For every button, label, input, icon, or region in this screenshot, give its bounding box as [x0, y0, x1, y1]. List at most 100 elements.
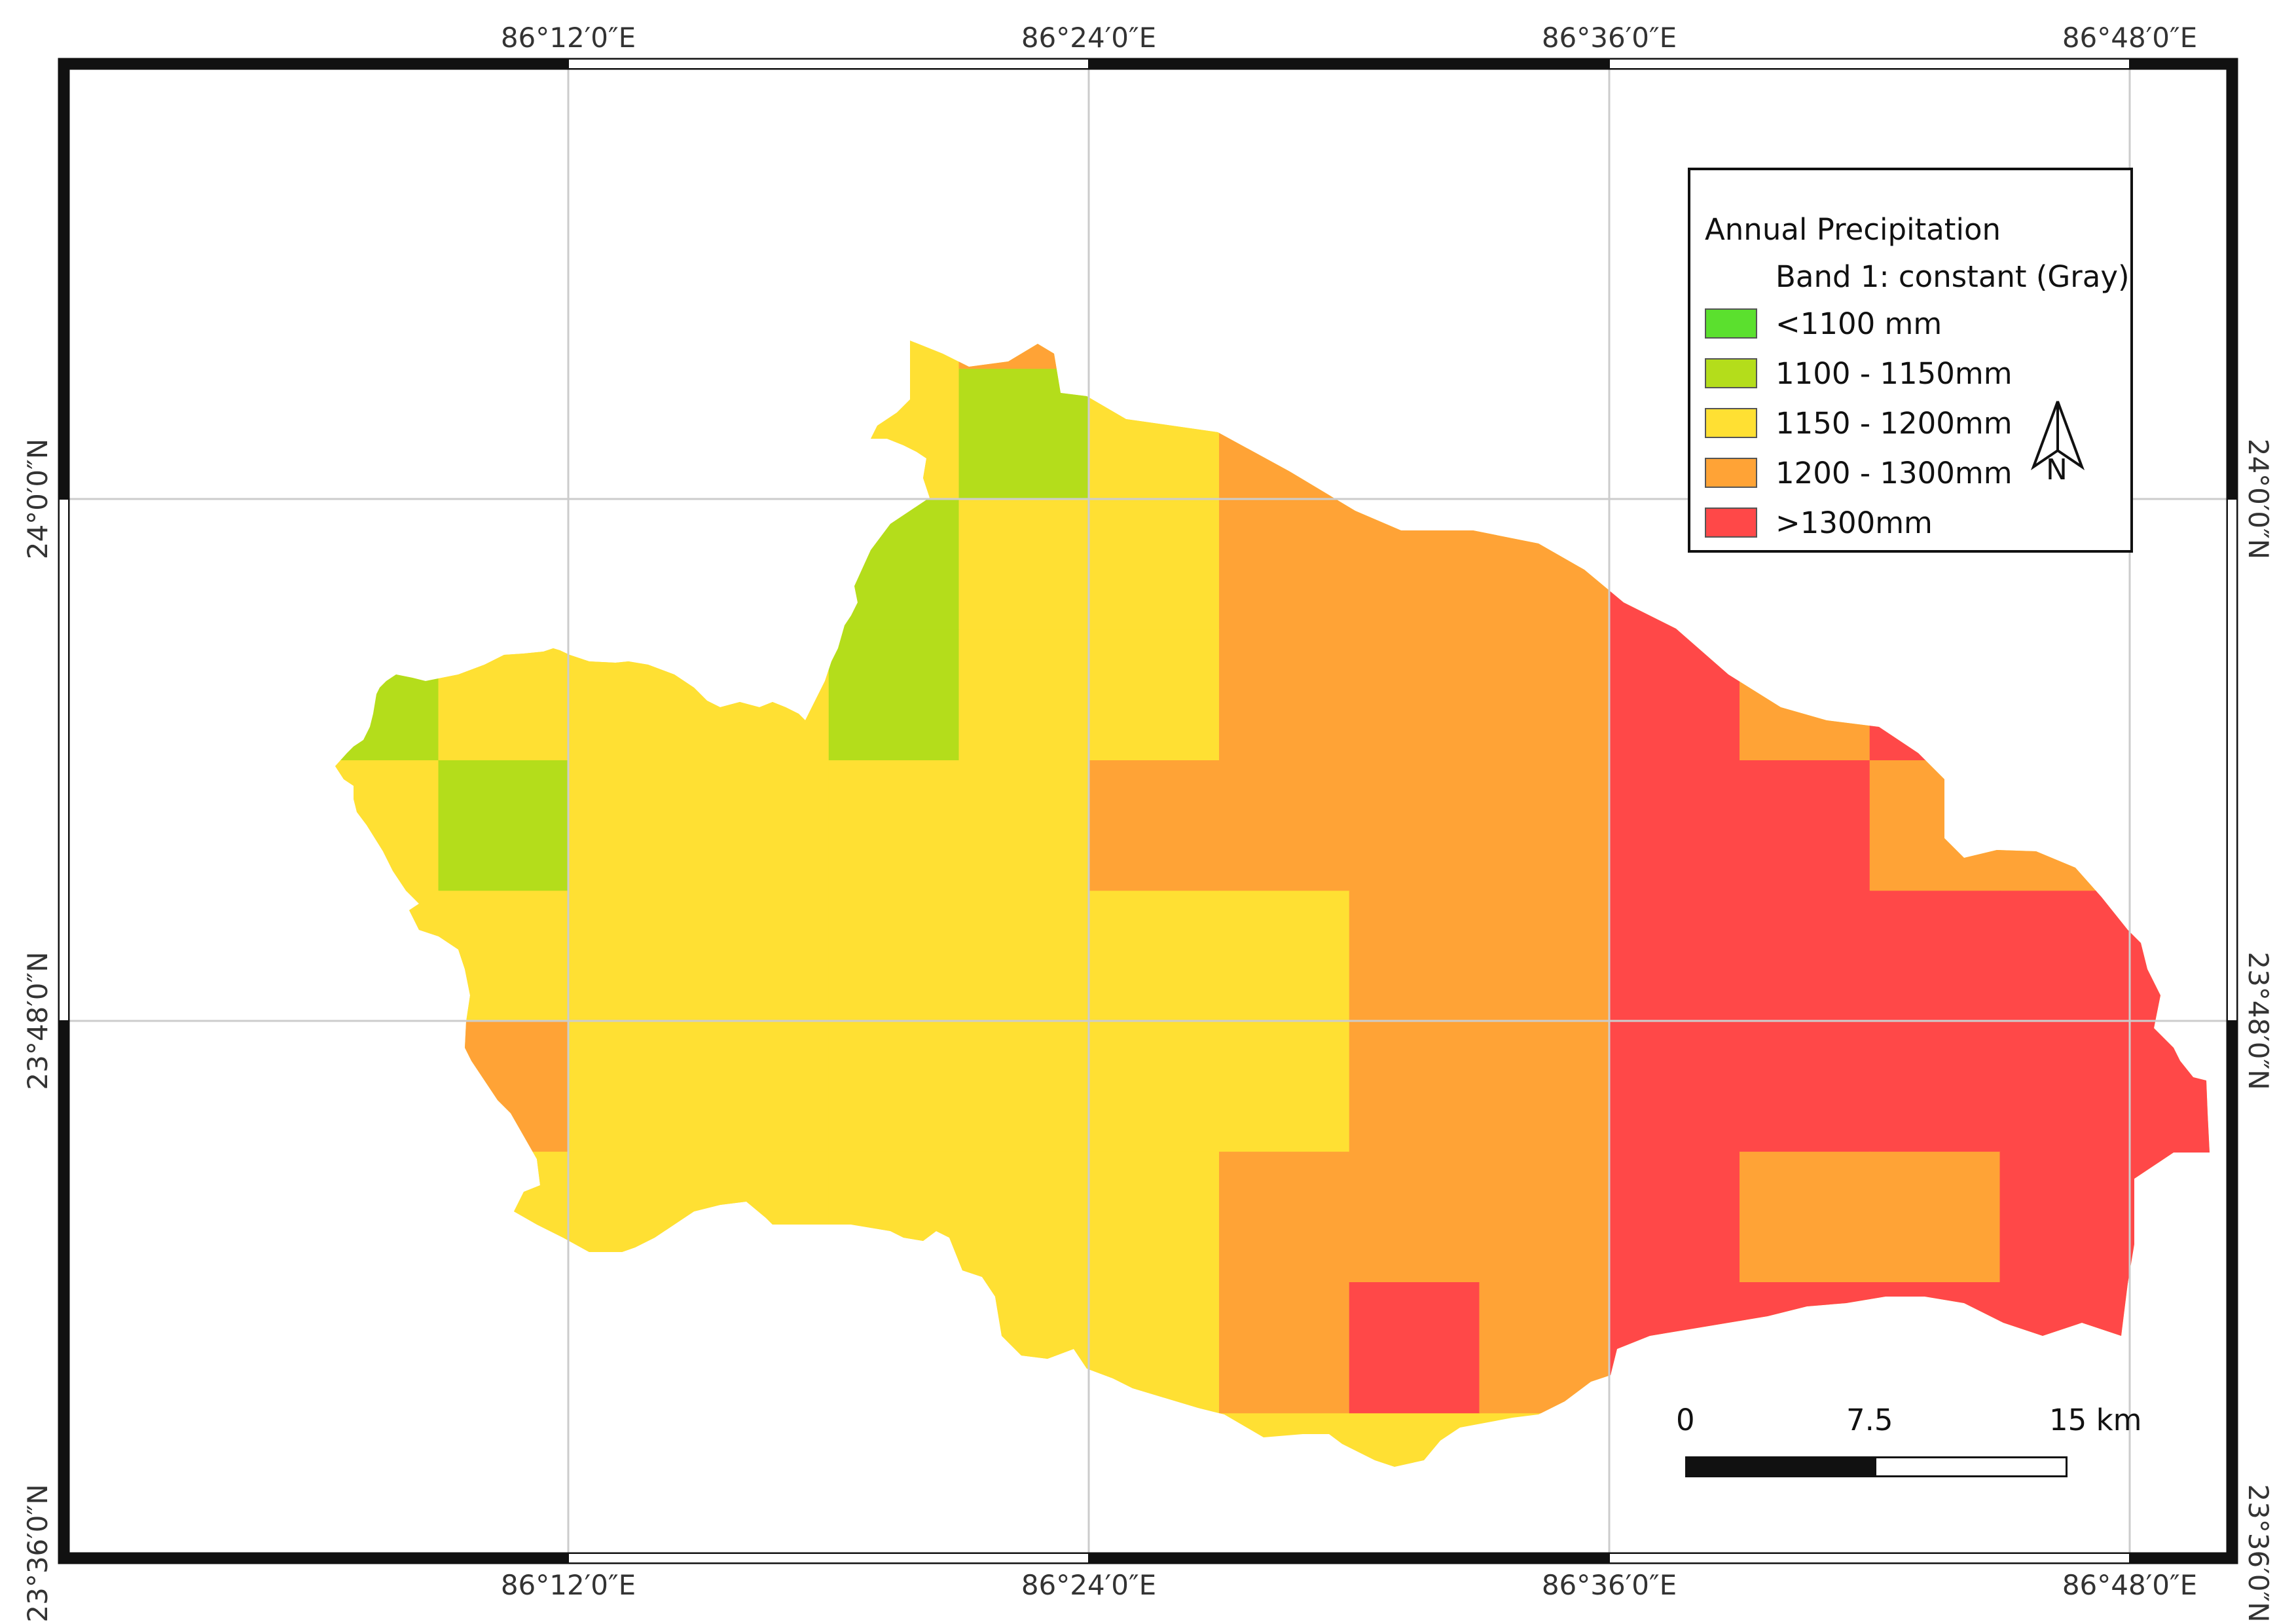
precipitation-cell — [1219, 341, 1350, 370]
frame-segment — [58, 1020, 69, 1554]
precipitation-cell — [699, 1151, 829, 1283]
precipitation-cell — [1089, 499, 1220, 631]
precipitation-cell — [1869, 629, 2001, 761]
legend-swatch — [1705, 507, 1757, 538]
longitude-label-bottom: 86°36′0″E — [1542, 1569, 1677, 1601]
precipitation-cell — [2130, 629, 2210, 761]
precipitation-cell — [568, 1282, 699, 1414]
precipitation-cell — [335, 629, 439, 761]
precipitation-cell — [2130, 760, 2210, 892]
precipitation-cell — [1349, 341, 1480, 370]
legend-label: <1100 mm — [1776, 306, 1942, 341]
precipitation-cell — [438, 891, 570, 1022]
precipitation-cell — [2130, 499, 2210, 631]
frame-segment — [2227, 58, 2238, 69]
frame-segment — [68, 58, 569, 69]
legend-subtitle: Band 1: constant (Gray) — [1776, 259, 2130, 294]
precipitation-cell — [438, 760, 570, 892]
precipitation-cell — [958, 1151, 1090, 1283]
legend-swatch — [1705, 458, 1757, 488]
precipitation-cell — [1219, 499, 1350, 631]
precipitation-cell — [1089, 1021, 1220, 1153]
north-letter: N — [2046, 453, 2068, 487]
longitude-label-bottom: 86°24′0″E — [1021, 1569, 1156, 1601]
precipitation-cell — [828, 369, 960, 500]
precipitation-cell — [699, 629, 829, 761]
scale-label-mid: 7.5 — [1846, 1403, 1893, 1437]
frame-segment — [1609, 1553, 2130, 1564]
precipitation-cell — [1479, 1151, 1611, 1283]
precipitation-cell — [1349, 1021, 1480, 1153]
legend-label: 1100 - 1150mm — [1776, 356, 2013, 391]
precipitation-cell — [1999, 1282, 2131, 1414]
precipitation-cell — [2130, 1282, 2210, 1414]
precipitation-cell — [335, 1151, 439, 1283]
latitude-label-right: 23°48′0″N — [2242, 951, 2274, 1090]
precipitation-cell — [1219, 1282, 1350, 1414]
legend-item: >1300mm — [1705, 504, 1933, 541]
precipitation-cell — [1089, 1151, 1220, 1283]
legend-item: 1200 - 1300mm — [1705, 454, 2013, 491]
legend-swatch — [1705, 308, 1757, 339]
scale-bar-black-segment — [1687, 1458, 1876, 1475]
precipitation-cell — [1609, 629, 1740, 761]
precipitation-cell — [1999, 891, 2131, 1022]
precipitation-cell — [1089, 369, 1220, 500]
longitude-label-top: 86°48′0″E — [2062, 22, 2197, 54]
precipitation-cell — [438, 1151, 570, 1283]
precipitation-cell — [1349, 1282, 1480, 1414]
latitude-label-left: 23°36′0″N — [22, 1484, 54, 1622]
precipitation-cell — [699, 891, 829, 1022]
latitude-label-left: 23°48′0″N — [22, 951, 54, 1090]
precipitation-cell — [828, 760, 960, 892]
precipitation-cell — [958, 629, 1090, 761]
precipitation-cell — [1740, 1151, 1870, 1283]
precipitation-cell — [958, 369, 1090, 500]
precipitation-cell — [1479, 499, 1611, 631]
precipitation-cell — [1609, 1151, 1740, 1283]
precipitation-cell — [1219, 369, 1350, 500]
precipitation-cell — [335, 760, 439, 892]
precipitation-cell — [178, 891, 309, 1022]
frame-segment — [58, 58, 69, 69]
north-arrow-icon — [2030, 401, 2085, 471]
longitude-label-top: 86°36′0″E — [1542, 22, 1677, 54]
precipitation-cell — [1479, 1021, 1611, 1153]
legend: Annual Precipitation Band 1: constant (G… — [1688, 168, 2133, 553]
precipitation-cell — [1089, 760, 1220, 892]
longitude-label-bottom: 86°48′0″E — [2062, 1569, 2197, 1601]
precipitation-cell — [2130, 891, 2210, 1022]
precipitation-cell — [438, 1282, 570, 1414]
map-frame — [58, 58, 2238, 1564]
precipitation-cell — [1349, 499, 1480, 631]
precipitation-cell — [1219, 629, 1350, 761]
frame-segment — [2129, 58, 2228, 69]
precipitation-cell — [1479, 629, 1611, 761]
frame-segment — [2227, 1553, 2238, 1564]
precipitation-cell — [1089, 891, 1220, 1022]
scale-label-end: 15 km — [2049, 1403, 2142, 1437]
legend-item: <1100 mm — [1705, 305, 1942, 342]
precipitation-cell — [699, 499, 829, 631]
precipitation-cell — [1479, 341, 1611, 370]
frame-segment — [58, 68, 69, 500]
precipitation-cell — [568, 891, 699, 1022]
precipitation-cell — [568, 1151, 699, 1283]
legend-label: 1200 - 1300mm — [1776, 455, 2013, 490]
frame-segment — [68, 1553, 569, 1564]
precipitation-cell — [335, 1021, 439, 1153]
precipitation-cell — [1349, 760, 1480, 892]
precipitation-cell — [1869, 1151, 2001, 1283]
frame-segment — [1088, 1553, 1610, 1564]
precipitation-cell — [1479, 369, 1611, 500]
legend-label: >1300mm — [1776, 505, 1933, 540]
precipitation-cell — [1089, 341, 1220, 370]
legend-title: Annual Precipitation — [1705, 212, 2001, 247]
precipitation-cell — [699, 1282, 829, 1414]
precipitation-cell — [1219, 1021, 1350, 1153]
precipitation-cell — [568, 1021, 699, 1153]
precipitation-cell — [958, 1282, 1090, 1414]
scale-label-start: 0 — [1676, 1403, 1695, 1437]
precipitation-cell — [1479, 1282, 1611, 1414]
precipitation-cell — [958, 1021, 1090, 1153]
